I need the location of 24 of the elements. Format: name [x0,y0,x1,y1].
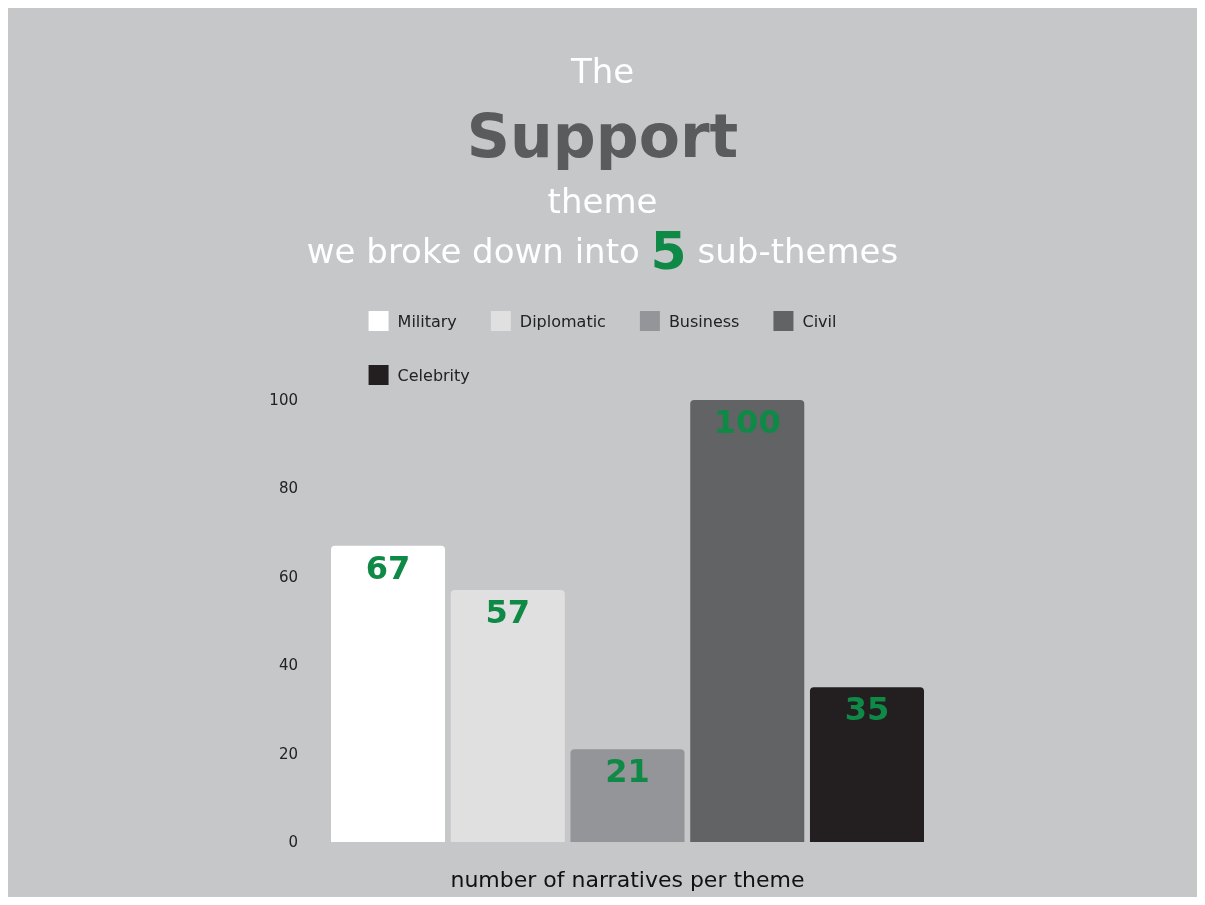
legend-label: Diplomatic [519,311,606,331]
data-label: 35 [844,690,890,729]
legend-label: Civil [802,311,837,331]
data-label: 67 [365,548,411,587]
y-tick-label: 100 [269,391,298,409]
bar [450,590,565,842]
y-tick-label: 0 [288,833,298,851]
chart-subtitle: we broke down into 5 sub-themes [306,221,899,281]
y-tick-label: 60 [278,567,298,586]
data-label: 21 [605,752,650,791]
data-label: 100 [713,403,781,441]
y-tick-label: 20 [278,744,298,763]
legend-label: Business [668,311,740,331]
y-tick-label: 40 [278,656,298,675]
bar [690,400,805,842]
y-tick-label: 80 [278,479,298,498]
bar [331,545,446,842]
x-axis-title: number of narratives per theme [450,866,805,892]
chart-title: The Support theme [466,51,739,221]
legend-label: Celebrity [397,365,470,385]
bar [809,687,925,842]
bar [570,749,685,842]
legend-label: Military [397,311,457,331]
data-label: 57 [485,593,531,632]
